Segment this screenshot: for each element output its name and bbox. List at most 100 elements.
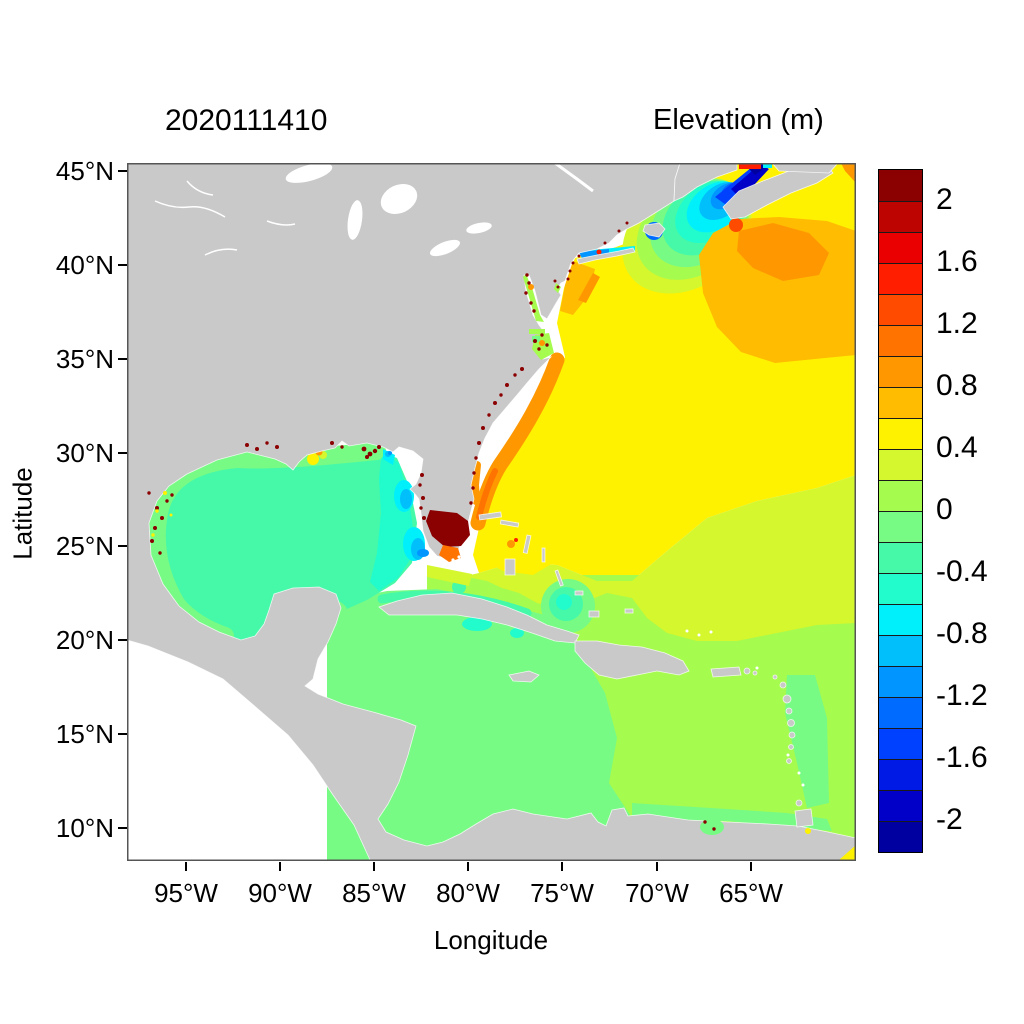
tampa-blue-core bbox=[400, 489, 412, 509]
speckle-dot bbox=[685, 629, 689, 633]
colorbar-cell bbox=[879, 232, 922, 263]
y-tick-mark bbox=[118, 639, 127, 641]
speckle-dot bbox=[568, 269, 572, 273]
speckle-dot bbox=[493, 401, 497, 405]
corner-yellow-sliver bbox=[839, 845, 856, 860]
speckle-dot bbox=[520, 367, 524, 371]
puerto-rico-land bbox=[710, 666, 742, 678]
y-tick-mark bbox=[118, 545, 127, 547]
speckle-dot bbox=[556, 285, 560, 289]
colorbar-tick-label: 0.8 bbox=[936, 369, 978, 402]
nova-scotia-tip-orangered bbox=[729, 218, 743, 232]
colorbar-tick-label: -2 bbox=[936, 803, 963, 836]
speckle-dot bbox=[786, 753, 790, 757]
everglades-orange-blob bbox=[439, 545, 461, 562]
colorbar-cell bbox=[879, 170, 922, 201]
speckle-dot bbox=[505, 383, 509, 387]
speckle-dot bbox=[155, 509, 159, 513]
speckle-dot bbox=[469, 501, 473, 505]
colorbar-tick-label: 1.6 bbox=[936, 245, 978, 278]
speckle-dot bbox=[160, 516, 164, 520]
colorbar-cell bbox=[879, 294, 922, 325]
y-tick-label: 15°N bbox=[55, 719, 114, 749]
speckle-dot bbox=[151, 533, 155, 537]
x-tick-mark bbox=[467, 862, 469, 871]
speckle-dot bbox=[712, 827, 716, 831]
lake-erie bbox=[429, 239, 461, 257]
hispaniola-land bbox=[574, 640, 690, 680]
speckle-dot bbox=[709, 630, 713, 634]
dark-red-coastal-speckles bbox=[147, 221, 716, 831]
speckle-dot bbox=[625, 221, 629, 225]
colorbar-tick-label: -0.8 bbox=[936, 617, 988, 650]
trinidad-land bbox=[794, 808, 814, 828]
keys-south-band bbox=[427, 565, 472, 586]
nova-scotia-land bbox=[722, 164, 834, 220]
bahamas-yellow-blob bbox=[477, 531, 553, 575]
speckle-dot bbox=[703, 820, 707, 824]
speckle-dot bbox=[474, 456, 478, 460]
gulf-of-mexico-field bbox=[147, 446, 417, 643]
corner-orange bbox=[841, 163, 856, 183]
speckle-dot bbox=[265, 441, 269, 445]
speckle-dot bbox=[430, 559, 434, 563]
colorbar-cell bbox=[879, 604, 922, 635]
speckle-dot bbox=[421, 496, 425, 500]
ny-bight-amber bbox=[560, 261, 595, 315]
speckle-dot bbox=[513, 373, 517, 377]
colorbar-cell bbox=[879, 821, 922, 852]
speckle-dot bbox=[163, 491, 167, 495]
land-masses bbox=[127, 163, 856, 861]
speckle-dot bbox=[444, 560, 448, 564]
y-tick-label: 35°N bbox=[55, 344, 114, 374]
speckle-dot bbox=[477, 441, 481, 445]
colorbar bbox=[878, 169, 923, 853]
western-caribbean-field bbox=[327, 589, 642, 860]
speckle-dot bbox=[481, 426, 485, 430]
texas-rim-yellow-dots bbox=[151, 491, 173, 537]
lakes-and-rivers bbox=[154, 163, 594, 257]
x-tick-mark bbox=[561, 862, 563, 871]
speckle-dot bbox=[487, 413, 491, 417]
speckle-dot bbox=[457, 555, 461, 559]
speckle-dot bbox=[529, 301, 533, 305]
lake-michigan bbox=[347, 200, 363, 240]
river-line-4 bbox=[186, 180, 214, 196]
speckle-dot bbox=[150, 539, 154, 543]
colorbar-cell bbox=[879, 356, 922, 387]
speckle-dot bbox=[153, 526, 157, 530]
speckle-dot bbox=[169, 513, 173, 517]
antilles-east-band bbox=[785, 675, 829, 808]
speckle-dot bbox=[365, 455, 369, 459]
speckle-dot bbox=[540, 333, 544, 337]
x-tick-label: 65°W bbox=[719, 878, 783, 908]
long-island-land bbox=[576, 247, 636, 265]
river-line-2 bbox=[204, 248, 238, 256]
chesapeake-orange-patch bbox=[528, 284, 534, 290]
speckle-dot bbox=[566, 277, 570, 281]
st-lawrence-river bbox=[554, 163, 594, 193]
speckle-dot bbox=[524, 291, 528, 295]
speckle-dot bbox=[472, 471, 476, 475]
colorbar-cell bbox=[879, 666, 922, 697]
x-tick-label: 90°W bbox=[248, 878, 312, 908]
albemarle-sound bbox=[529, 329, 545, 334]
speckle-dot bbox=[537, 347, 541, 351]
speckle-dot bbox=[147, 491, 151, 495]
speckle-dot bbox=[462, 551, 466, 555]
lake-ontario bbox=[466, 222, 492, 234]
colorbar-cell bbox=[879, 418, 922, 449]
speckle-dot bbox=[437, 561, 441, 565]
x-tick-label: 85°W bbox=[342, 878, 406, 908]
x-tick-mark bbox=[750, 862, 752, 871]
li-sound-red-dot bbox=[596, 249, 602, 255]
speckle-dot bbox=[532, 309, 536, 313]
everglades-maroon-blob bbox=[426, 510, 470, 547]
y-tick-mark bbox=[118, 733, 127, 735]
northumberland-cyan-sliver bbox=[763, 163, 772, 168]
colorbar-tick-label: -0.4 bbox=[936, 555, 988, 588]
map-plot-area bbox=[127, 163, 856, 861]
colorbar-tick-label: -1.2 bbox=[936, 679, 988, 712]
speckle-dot bbox=[372, 448, 378, 454]
